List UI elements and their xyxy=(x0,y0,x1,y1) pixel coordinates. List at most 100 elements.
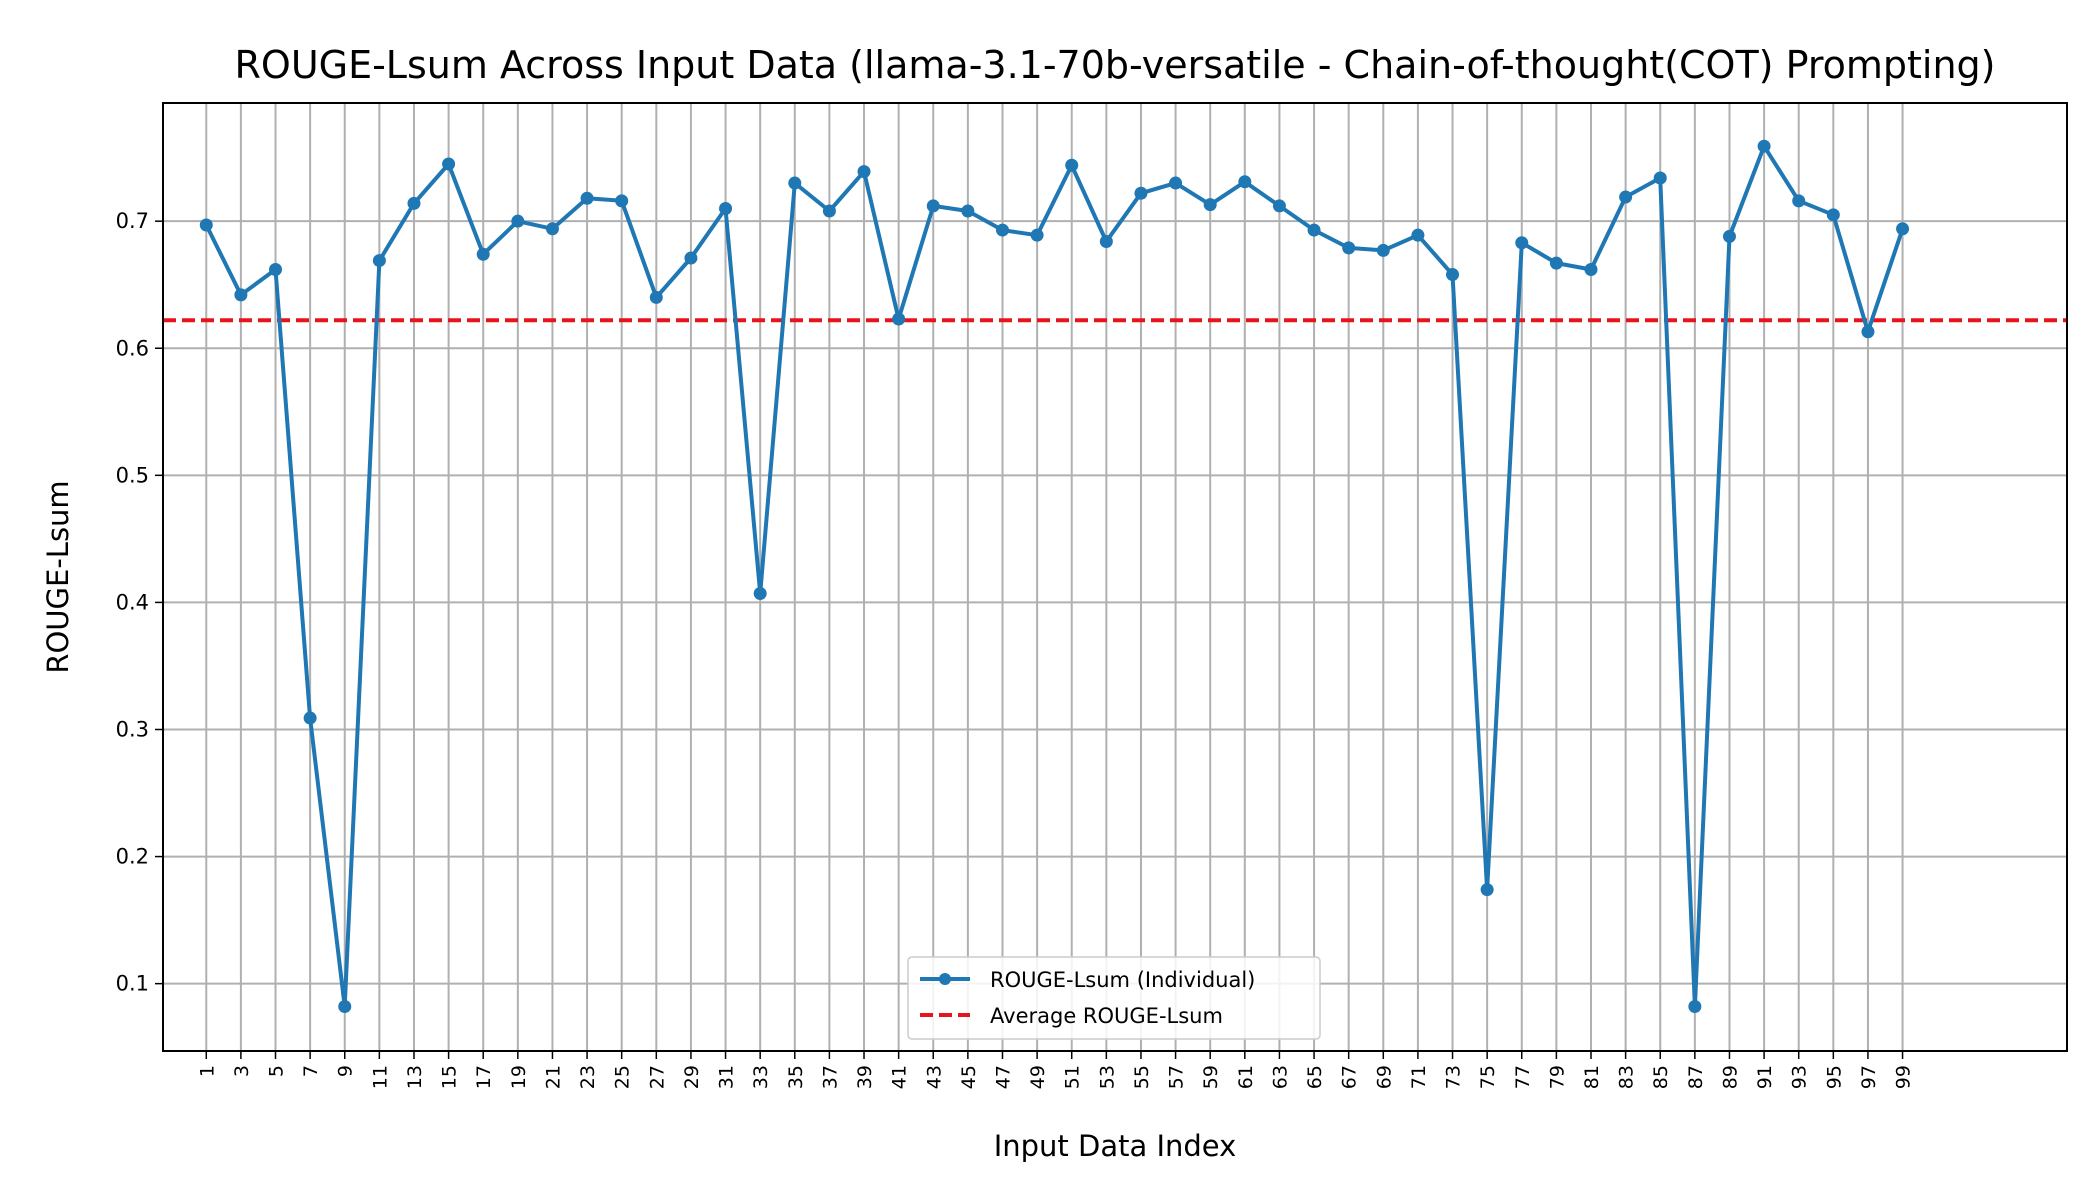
data-point xyxy=(407,196,421,210)
x-tick-label: 75 xyxy=(1477,1065,1499,1089)
data-point xyxy=(1619,190,1633,204)
x-tick-label: 5 xyxy=(266,1065,288,1077)
data-point xyxy=(1826,208,1840,222)
y-axis-label: ROUGE-Lsum xyxy=(41,480,75,673)
x-tick-label: 87 xyxy=(1685,1065,1707,1089)
x-tick-label: 71 xyxy=(1408,1065,1430,1089)
data-point xyxy=(822,204,836,218)
x-tick-label: 1 xyxy=(196,1065,218,1077)
data-point xyxy=(1342,241,1356,255)
x-tick-label: 99 xyxy=(1893,1065,1915,1089)
x-axis-label: Input Data Index xyxy=(994,1129,1237,1163)
x-tick-label: 9 xyxy=(335,1065,357,1077)
data-point xyxy=(1065,158,1079,172)
data-point xyxy=(580,191,594,205)
data-point xyxy=(511,214,525,228)
x-tick-label: 11 xyxy=(369,1065,391,1089)
data-point xyxy=(892,312,906,326)
x-tick-label: 79 xyxy=(1546,1065,1568,1089)
x-tick-label: 25 xyxy=(612,1065,634,1089)
data-point xyxy=(1134,186,1148,200)
data-point xyxy=(1169,176,1183,190)
data-point xyxy=(1722,229,1736,243)
plot-frame xyxy=(162,102,2068,1052)
data-point xyxy=(372,254,386,268)
chart-title: ROUGE-Lsum Across Input Data (llama-3.1-… xyxy=(235,43,1996,87)
x-tick-label: 81 xyxy=(1581,1065,1603,1089)
y-tick-label: 0.1 xyxy=(116,972,149,996)
x-tick-label: 15 xyxy=(439,1065,461,1089)
data-point xyxy=(1515,236,1529,250)
x-tick-label: 13 xyxy=(404,1065,426,1089)
x-tick-label: 89 xyxy=(1719,1065,1741,1089)
data-point xyxy=(303,711,317,725)
data-point xyxy=(1030,228,1044,242)
x-tick-label: 55 xyxy=(1131,1065,1153,1089)
legend-label-individual: ROUGE-Lsum (Individual) xyxy=(990,968,1255,992)
data-point xyxy=(1688,1000,1702,1014)
x-tick-label: 31 xyxy=(716,1065,738,1089)
data-point xyxy=(753,587,767,601)
axis-ticks: 1 3 5 7 9 11 13 15 17 19 21 23 25 27 29 31 33 35 37 39 41 43 4… xyxy=(116,209,1915,1089)
x-tick-label: 3 xyxy=(231,1065,253,1077)
data-point xyxy=(442,157,456,171)
y-tick-label: 0.7 xyxy=(116,209,149,233)
y-tick-label: 0.4 xyxy=(116,590,149,614)
data-point xyxy=(615,194,629,208)
data-point xyxy=(338,1000,352,1014)
data-point xyxy=(926,199,940,213)
x-tick-label: 95 xyxy=(1823,1065,1845,1089)
data-point xyxy=(788,176,802,190)
data-point xyxy=(545,222,559,236)
data-point xyxy=(1272,199,1286,213)
x-tick-label: 91 xyxy=(1754,1065,1776,1089)
x-tick-label: 7 xyxy=(300,1065,322,1077)
data-point xyxy=(1411,228,1425,242)
data-point xyxy=(199,218,213,232)
x-tick-label: 57 xyxy=(1166,1065,1188,1089)
data-point xyxy=(1653,171,1667,185)
data-point xyxy=(476,247,490,261)
data-point xyxy=(269,262,283,276)
y-tick-label: 0.5 xyxy=(116,463,149,487)
x-tick-label: 73 xyxy=(1443,1065,1465,1089)
data-point xyxy=(1099,235,1113,249)
x-tick-label: 59 xyxy=(1200,1065,1222,1089)
x-tick-label: 27 xyxy=(646,1065,668,1089)
data-point xyxy=(1446,268,1460,282)
data-point xyxy=(857,165,871,179)
data-point xyxy=(961,204,975,218)
data-point xyxy=(1861,325,1875,339)
legend: ROUGE-Lsum (Individual) Average ROUGE-Ls… xyxy=(907,956,1321,1040)
series-line xyxy=(204,144,1905,1009)
legend-label-average: Average ROUGE-Lsum xyxy=(990,1004,1223,1028)
data-point xyxy=(1896,222,1910,236)
x-tick-label: 93 xyxy=(1789,1065,1811,1089)
x-tick-label: 49 xyxy=(1027,1065,1049,1089)
data-point xyxy=(1549,256,1563,270)
data-point xyxy=(995,223,1009,237)
x-tick-label: 65 xyxy=(1304,1065,1326,1089)
legend-box xyxy=(907,956,1321,1040)
x-tick-label: 21 xyxy=(542,1065,564,1089)
data-point xyxy=(719,201,733,215)
x-tick-label: 39 xyxy=(854,1065,876,1089)
x-tick-label: 97 xyxy=(1858,1065,1880,1089)
y-tick-label: 0.6 xyxy=(116,336,149,360)
x-tick-label: 33 xyxy=(750,1065,772,1089)
x-tick-label: 47 xyxy=(992,1065,1014,1089)
data-point xyxy=(649,290,663,304)
data-point xyxy=(234,288,248,302)
x-tick-label: 17 xyxy=(473,1065,495,1089)
x-tick-label: 41 xyxy=(889,1065,911,1089)
x-tick-label: 37 xyxy=(819,1065,841,1089)
grid xyxy=(163,103,2067,1051)
x-tick-label: 43 xyxy=(923,1065,945,1089)
legend-series-marker-swatch xyxy=(939,973,951,985)
data-point xyxy=(684,251,698,265)
y-tick-label: 0.3 xyxy=(116,717,149,741)
x-tick-label: 85 xyxy=(1650,1065,1672,1089)
x-tick-label: 53 xyxy=(1096,1065,1118,1089)
x-tick-label: 63 xyxy=(1269,1065,1291,1089)
